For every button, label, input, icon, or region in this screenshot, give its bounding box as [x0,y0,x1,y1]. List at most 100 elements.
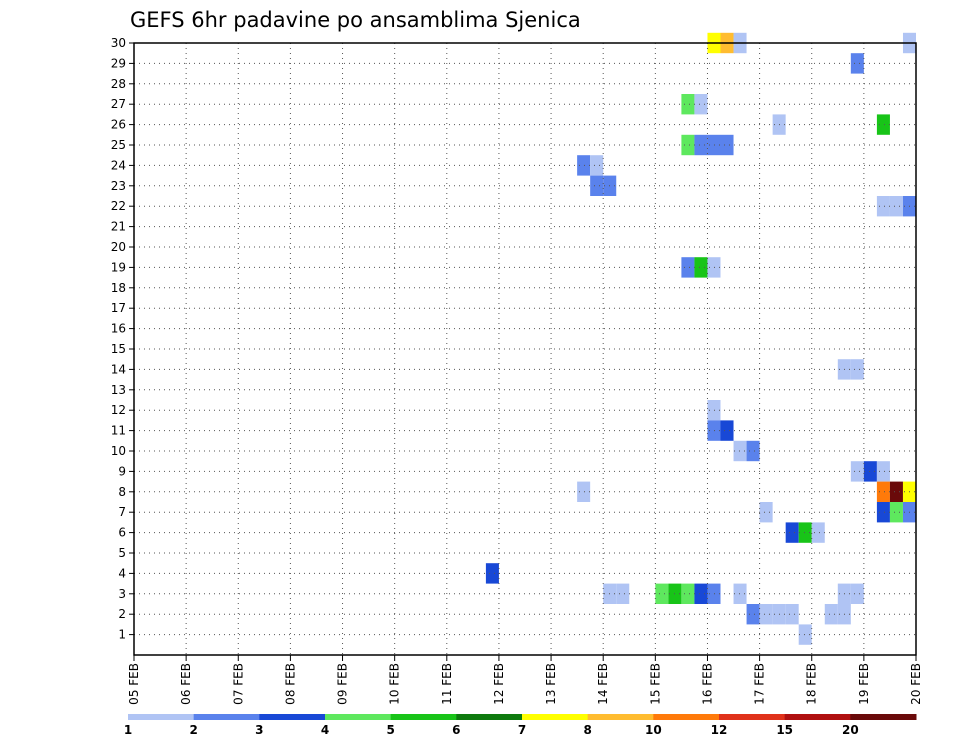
cell-member-6-42 [798,522,812,543]
cell-member-8-33 [577,481,591,502]
cell-member-10-29 [746,440,760,462]
x-tick-label-3: 08 FEB [283,663,297,705]
colorbar-swatch-4 [325,714,392,720]
cell-member-7-38 [876,502,890,523]
y-tick-label-10: 10 [111,444,126,458]
colorbar-label-2: 2 [189,723,197,737]
cell-member-6-41 [785,522,799,543]
y-tick-label-29: 29 [111,56,126,70]
cell-member-19-22 [707,257,721,278]
x-tick-label-7: 12 FEB [492,663,506,705]
cell-member-2-55 [746,604,760,625]
cell-member-19-21 [694,257,708,278]
cell-member-3-51 [707,583,721,604]
colorbar-legend: 1 2 3 4 5 6 7 8 10 12 15 20 [124,714,917,737]
y-tick-label-27: 27 [111,97,126,111]
y-tick-label-8: 8 [118,485,126,499]
cell-member-24-13 [577,155,591,176]
colorbar-swatch-10 [719,714,786,720]
cell-member-25-12 [720,134,734,156]
x-tick-label-8: 13 FEB [544,663,558,705]
y-tick-label-5: 5 [118,546,126,560]
cell-member-25-9 [681,134,695,156]
y-tick-label-30: 30 [111,36,126,50]
colorbar-swatch-7 [522,714,589,720]
x-tick-label-13: 18 FEB [805,663,819,705]
cell-member-3-54 [850,583,864,604]
y-tick-label-4: 4 [118,566,126,580]
cell-member-29-4 [850,53,864,74]
colorbar-label-10: 10 [645,723,662,737]
cell-member-2-59 [824,604,838,625]
colorbar-swatch-3 [259,714,326,720]
colorbar-swatch-8 [587,714,654,720]
cell-member-11-27 [720,420,734,441]
y-tick-label-7: 7 [118,505,126,519]
cell-member-12-25 [707,400,721,421]
y-tick-label-9: 9 [118,464,126,478]
cell-member-27-6 [694,94,708,115]
colorbar-swatch-2 [193,714,260,720]
x-tick-label-10: 15 FEB [648,663,662,705]
colorbar-label-12: 12 [711,723,728,737]
y-tick-label-18: 18 [111,281,126,295]
y-tick-label-22: 22 [111,199,126,213]
colorbar-swatch-1 [128,714,195,720]
y-tick-label-16: 16 [111,322,126,336]
colorbar-label-8: 8 [583,723,591,737]
cell-member-14-24 [850,359,864,380]
x-tick-label-1: 06 FEB [179,663,193,705]
plot-frame [133,42,917,656]
y-tick-label-20: 20 [111,240,126,254]
cell-member-4-44 [485,563,499,584]
y-axis: 1234567891011121314151617181920212223242… [111,36,134,642]
cell-member-9-32 [876,461,890,482]
cell-member-22-17 [876,196,890,217]
cell-member-24-14 [590,155,604,176]
cell-member-7-39 [889,502,903,523]
colorbar-label-3: 3 [255,723,263,737]
cell-member-11-26 [707,420,721,441]
heatmap-cells [485,32,916,645]
cell-member-25-11 [707,134,721,156]
colorbar-label-5: 5 [386,723,394,737]
x-tick-label-0: 05 FEB [127,663,141,705]
x-axis: 05 FEB 06 FEB 07 FEB 08 FEB 09 FEB 10 FEB 11 F… [127,655,923,705]
colorbar-label-1: 1 [124,723,132,737]
cell-member-7-37 [759,502,773,523]
y-tick-label-1: 1 [118,628,126,642]
y-tick-label-15: 15 [111,342,126,356]
y-tick-label-25: 25 [111,138,126,152]
x-tick-label-12: 17 FEB [753,663,767,705]
x-tick-label-11: 16 FEB [700,663,714,705]
cell-member-8-34 [876,481,890,502]
colorbar-label-4: 4 [321,723,329,737]
cell-member-19-20 [681,257,695,278]
y-tick-label-14: 14 [111,362,126,376]
cell-member-3-52 [733,583,747,604]
colorbar-swatch-5 [390,714,457,720]
colorbar-swatch-6 [456,714,523,720]
y-tick-label-26: 26 [111,118,126,132]
cell-member-8-35 [889,481,903,502]
colorbar-label-7: 7 [518,723,526,737]
colorbar-swatch-11 [784,714,851,720]
y-tick-label-11: 11 [111,424,126,438]
cell-member-2-58 [785,604,799,625]
y-tick-label-19: 19 [111,260,126,274]
x-tick-label-4: 09 FEB [336,663,350,705]
cell-member-3-46 [616,583,630,604]
chart-title: GEFS 6hr padavine po ansamblima Sjenica [130,8,581,32]
y-tick-label-23: 23 [111,179,126,193]
cell-member-27-5 [681,94,695,115]
y-tick-label-21: 21 [111,220,126,234]
y-tick-label-12: 12 [111,403,126,417]
y-tick-label-13: 13 [111,383,126,397]
cell-member-3-47 [655,583,669,604]
x-tick-label-15: 20 FEB [909,663,923,705]
cell-member-22-18 [889,196,903,217]
x-tick-label-6: 11 FEB [440,663,454,705]
cell-member-3-50 [694,583,708,604]
colorbar-swatch-9 [653,714,720,720]
